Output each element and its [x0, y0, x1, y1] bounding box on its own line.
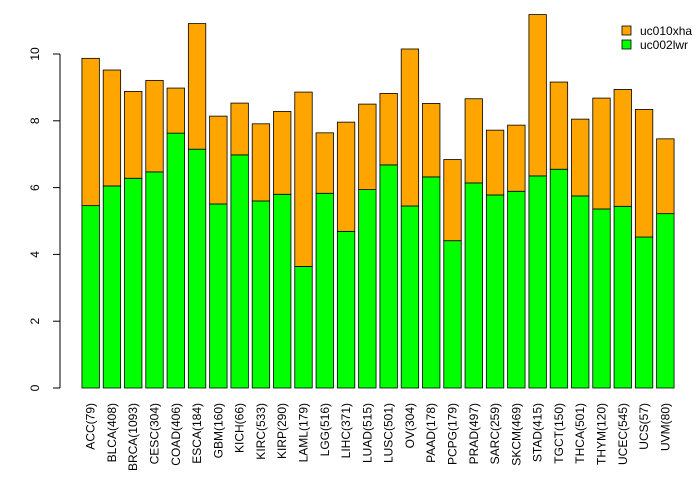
bar-uc002lwr-21	[528, 175, 547, 389]
y-tick-label: 10	[28, 47, 42, 61]
bar-uc002lwr-11	[315, 192, 334, 389]
bar-uc002lwr-18	[464, 182, 483, 389]
x-tick-label: UCS(57)	[637, 403, 651, 450]
bar-uc010xha-4	[166, 87, 185, 134]
bar-uc002lwr-0	[81, 205, 100, 389]
bar-uc010xha-8	[251, 123, 271, 202]
bar-uc002lwr-3	[145, 171, 164, 389]
y-tick-label: 0	[28, 384, 42, 391]
x-tick-label: STAD(415)	[531, 403, 545, 462]
x-tick-label: PCPG(179)	[446, 403, 460, 465]
bar-uc010xha-2	[124, 91, 143, 179]
bar-uc010xha-25	[613, 89, 632, 207]
bar-uc002lwr-8	[251, 200, 271, 389]
x-tick-label: ESCA(184)	[190, 403, 204, 464]
x-tick-label: LUAD(515)	[360, 403, 374, 463]
bar-uc002lwr-5	[187, 148, 207, 389]
bar-uc010xha-19	[485, 129, 505, 196]
x-tick-label: THCA(501)	[573, 403, 587, 464]
bar-uc010xha-26	[634, 109, 654, 238]
bar-uc002lwr-20	[507, 190, 526, 389]
legend-label-uc002lwr: uc002lwr	[640, 38, 688, 52]
bar-uc010xha-6	[209, 115, 228, 205]
x-tick-label: UVM(80)	[658, 403, 672, 451]
bar-uc002lwr-2	[124, 177, 143, 389]
bar-uc002lwr-6	[209, 203, 228, 389]
y-tick-label: 4	[28, 251, 42, 258]
bar-uc002lwr-14	[379, 164, 398, 389]
bar-uc002lwr-19	[485, 194, 505, 389]
bar-uc010xha-24	[592, 97, 611, 210]
bar-uc010xha-23	[571, 118, 590, 197]
bar-uc002lwr-27	[656, 213, 675, 389]
legend-label-uc010xha: uc010xha	[640, 24, 692, 38]
legend-swatch-uc010xha	[621, 25, 632, 36]
bar-uc010xha-15	[400, 48, 420, 207]
x-tick-label: OV(304)	[403, 403, 417, 448]
bar-uc010xha-7	[230, 102, 249, 156]
bar-uc002lwr-15	[400, 205, 420, 389]
bar-uc010xha-0	[81, 57, 100, 207]
x-tick-label: BRCA(1093)	[126, 403, 140, 471]
bar-uc010xha-21	[528, 14, 547, 177]
y-tick-label: 2	[28, 318, 42, 325]
legend-swatch-uc002lwr	[621, 39, 632, 50]
bar-uc010xha-3	[145, 79, 164, 173]
x-tick-label: UCEC(545)	[616, 403, 630, 465]
bar-uc010xha-5	[187, 23, 207, 150]
y-tick-label: 8	[28, 117, 42, 124]
bar-uc002lwr-4	[166, 132, 185, 389]
x-tick-label: LIHC(371)	[339, 403, 353, 458]
x-tick-label: KIRC(533)	[254, 403, 268, 460]
x-tick-label: BLCA(408)	[105, 403, 119, 462]
bar-uc010xha-18	[464, 98, 483, 184]
bar-uc010xha-27	[656, 138, 675, 215]
bar-uc002lwr-17	[443, 240, 462, 389]
x-tick-label: KICH(66)	[233, 403, 247, 453]
bar-uc010xha-13	[358, 103, 377, 191]
bar-uc010xha-1	[102, 69, 122, 187]
bar-uc002lwr-23	[571, 195, 590, 389]
x-tick-label: SKCM(469)	[509, 403, 523, 466]
bar-uc002lwr-12	[336, 230, 356, 389]
bar-uc010xha-16	[422, 103, 441, 178]
x-tick-label: LAML(179)	[297, 403, 311, 462]
x-tick-label: ACC(79)	[84, 403, 98, 450]
x-tick-label: PRAD(497)	[467, 403, 481, 464]
bar-uc010xha-12	[336, 121, 356, 232]
bar-uc010xha-22	[549, 81, 569, 170]
bar-uc002lwr-24	[592, 208, 611, 389]
x-tick-label: KIRP(290)	[275, 403, 289, 459]
bar-uc010xha-14	[379, 93, 398, 166]
x-tick-label: GBM(160)	[211, 403, 225, 458]
bar-uc010xha-11	[315, 132, 334, 194]
x-tick-label: COAD(406)	[169, 403, 183, 466]
x-axis-labels: ACC(79) BLCA(408) BRCA(1093) CESC(304) COAD(…	[84, 403, 673, 471]
x-tick-label: PAAD(178)	[424, 403, 438, 463]
bar-uc002lwr-10	[294, 266, 313, 389]
x-tick-label: SARC(259)	[488, 403, 502, 464]
bar-uc002lwr-25	[613, 205, 632, 389]
bar-uc002lwr-13	[358, 189, 377, 389]
bar-uc010xha-10	[294, 91, 313, 267]
x-tick-label: LUSC(501)	[382, 403, 396, 463]
x-tick-label: THYM(120)	[595, 403, 609, 465]
y-tick-label: 6	[28, 184, 42, 191]
x-tick-label: CESC(304)	[148, 403, 162, 464]
bar-uc002lwr-9	[273, 193, 292, 389]
bar-uc002lwr-26	[634, 236, 654, 389]
x-tick-label: LGG(516)	[318, 403, 332, 456]
bar-uc002lwr-7	[230, 154, 249, 389]
bar-uc002lwr-22	[549, 168, 569, 389]
bar-uc010xha-9	[273, 111, 292, 195]
y-axis: 0 2 4 6 8 10	[28, 47, 61, 391]
bar-uc010xha-17	[443, 159, 462, 242]
bar-uc010xha-20	[507, 124, 526, 192]
bars-group	[81, 14, 675, 389]
bar-uc002lwr-1	[102, 185, 122, 389]
x-tick-label: TGCT(150)	[552, 403, 566, 464]
bar-uc002lwr-16	[422, 176, 441, 389]
